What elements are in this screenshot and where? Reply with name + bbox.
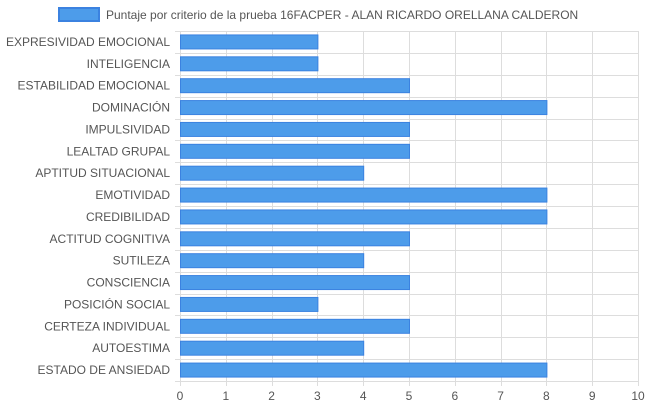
category-labels: EXPRESIVIDAD EMOCIONAL INTELIGENCIA ESTABI… xyxy=(6,35,170,377)
bar[interactable] xyxy=(180,318,410,334)
legend[interactable]: Puntaje por criterio de la prueba 16FACP… xyxy=(58,7,578,22)
category-label: CERTEZA INDIVIDUAL xyxy=(44,319,170,333)
legend-swatch[interactable] xyxy=(58,7,100,22)
category-label: LEALTAD GRUPAL xyxy=(67,144,171,158)
bar[interactable] xyxy=(180,165,365,181)
x-tick-label: 2 xyxy=(268,389,275,403)
category-label: SUTILEZA xyxy=(113,254,170,268)
bar[interactable] xyxy=(180,209,548,225)
bar[interactable] xyxy=(180,143,410,159)
bar[interactable] xyxy=(180,187,548,203)
category-label: EXPRESIVIDAD EMOCIONAL xyxy=(6,35,170,49)
x-tick-label: 10 xyxy=(631,389,645,403)
bar[interactable] xyxy=(180,296,319,312)
x-tick-label: 7 xyxy=(497,389,504,403)
bar[interactable] xyxy=(180,340,365,356)
category-label: CONSCIENCIA xyxy=(87,276,170,290)
x-tick-label: 3 xyxy=(314,389,321,403)
bar[interactable] xyxy=(180,121,410,137)
bar[interactable] xyxy=(180,100,548,116)
x-tick-label: 0 xyxy=(177,389,184,403)
category-label: CREDIBILIDAD xyxy=(86,210,170,224)
bar[interactable] xyxy=(180,231,410,247)
category-label: IMPULSIVIDAD xyxy=(85,122,170,136)
bar[interactable] xyxy=(180,78,410,94)
x-tick-label: 1 xyxy=(222,389,229,403)
legend-label: Puntaje por criterio de la prueba 16FACP… xyxy=(106,8,578,22)
x-tick-label: 9 xyxy=(589,389,596,403)
category-label: ACTITUD COGNITIVA xyxy=(50,232,170,246)
x-axis-ticks: 0 1 2 3 4 5 6 7 8 9 10 xyxy=(177,389,645,403)
category-label: ESTADO DE ANSIEDAD xyxy=(38,363,171,377)
category-label: ESTABILIDAD EMOCIONAL xyxy=(18,79,171,93)
category-label: APTITUD SITUACIONAL xyxy=(35,166,170,180)
category-label: POSICIÓN SOCIAL xyxy=(64,296,170,311)
bar[interactable] xyxy=(180,56,319,72)
x-tick-label: 4 xyxy=(360,389,367,403)
bars xyxy=(180,34,548,378)
x-tick-label: 6 xyxy=(451,389,458,403)
x-tick-label: 5 xyxy=(406,389,413,403)
bar[interactable] xyxy=(180,362,548,378)
category-label: INTELIGENCIA xyxy=(87,57,170,71)
bar[interactable] xyxy=(180,253,365,269)
category-label: EMOTIVIDAD xyxy=(95,188,170,202)
x-tick-label: 8 xyxy=(543,389,550,403)
bar[interactable] xyxy=(180,275,410,291)
category-label: DOMINACIÓN xyxy=(92,100,170,115)
bar[interactable] xyxy=(180,34,319,50)
category-label: AUTOESTIMA xyxy=(92,341,170,355)
